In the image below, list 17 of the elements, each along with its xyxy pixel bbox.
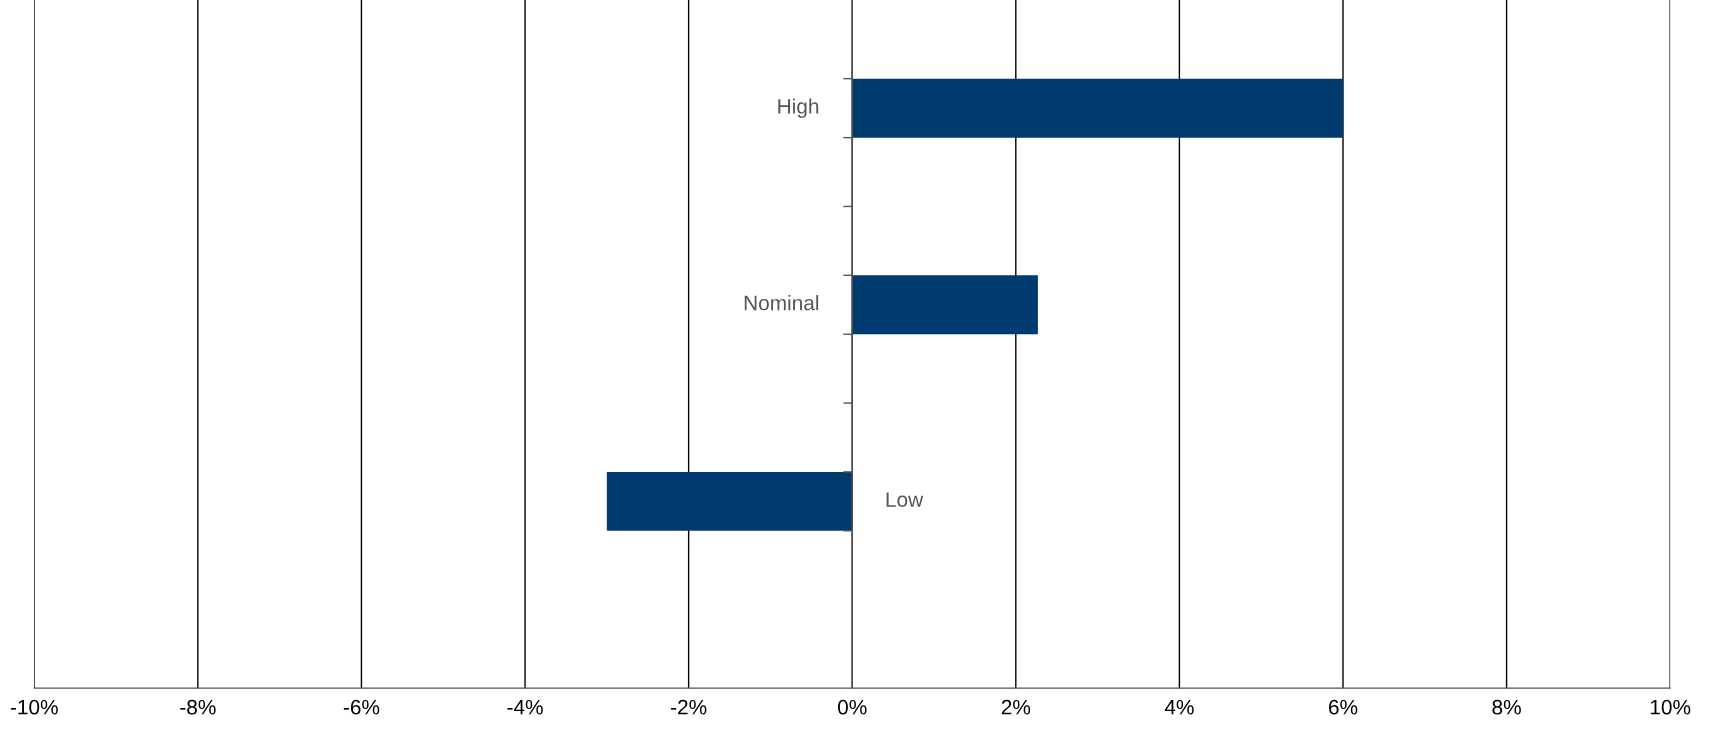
y-tick-label: Nominal (744, 295, 819, 311)
x-tick-label: -8% (180, 699, 216, 715)
y-tick-label: High (778, 98, 819, 118)
x-tick-label: -2% (671, 699, 707, 715)
x-tick-label: 8% (1492, 699, 1521, 715)
x-tick-label: 4% (1164, 699, 1194, 715)
x-tick-label: -4% (507, 699, 543, 715)
bar (606, 471, 853, 531)
bar (852, 78, 1343, 138)
x-tick-label: -10% (10, 699, 58, 715)
bar (852, 275, 1038, 335)
x-tick-label: 2% (1001, 699, 1031, 715)
y-tick-label: Low (886, 492, 924, 507)
x-tick-label: -6% (343, 699, 380, 715)
x-tick-label: 0% (837, 699, 867, 715)
x-tick-label: 10% (1650, 699, 1691, 715)
x-tick-label: 6% (1328, 699, 1358, 715)
